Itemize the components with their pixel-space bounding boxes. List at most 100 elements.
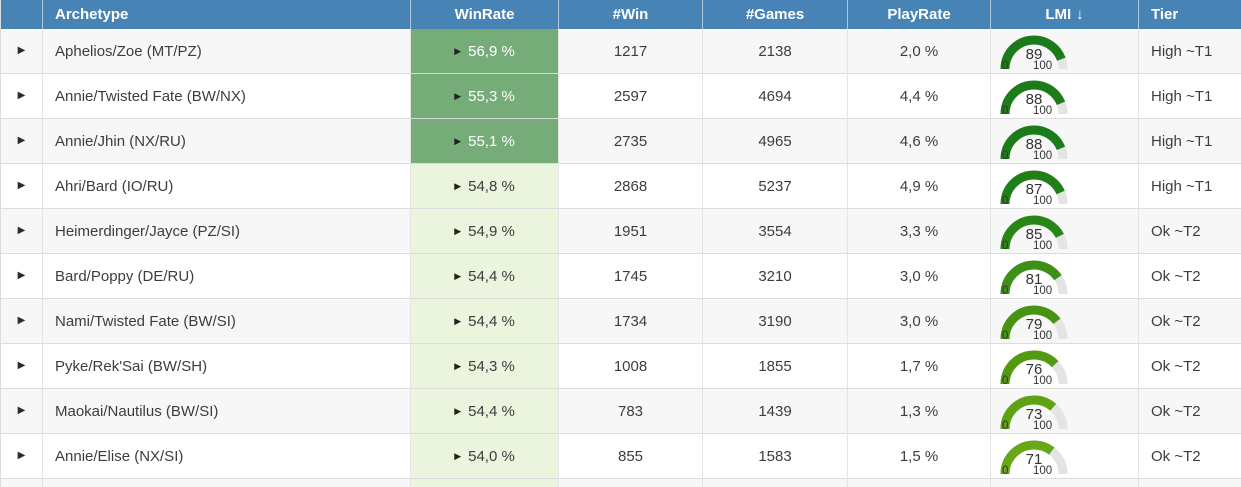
wins-value: 1745 xyxy=(613,267,648,285)
playrate-cell: 1,3 % xyxy=(848,389,991,433)
header-archetype[interactable]: Archetype xyxy=(43,0,411,29)
games-value: 1439 xyxy=(758,402,792,420)
tier-value: Ok ~T2 xyxy=(1151,312,1201,330)
header-playrate[interactable]: PlayRate xyxy=(848,0,991,29)
lmi-gauge-arc xyxy=(1000,80,1068,114)
winrate-cell: ▶ 54,4 % xyxy=(411,299,559,343)
tier-value: Ok ~T2 xyxy=(1151,402,1201,420)
games-cell: 1855 xyxy=(703,344,848,388)
winrate-value: 54,0 % xyxy=(468,447,515,465)
lmi-value: 81 xyxy=(1025,270,1043,288)
tier-cell: Ok ~T2 xyxy=(1139,434,1241,478)
expand-cell: ▶ xyxy=(1,344,43,388)
expand-row-icon[interactable]: ▶ xyxy=(17,360,26,371)
winrate-trend-icon: ▶ xyxy=(454,45,462,56)
playrate-value: 4,4 % xyxy=(899,87,939,105)
wins-value: 1008 xyxy=(613,357,648,375)
tier-cell: High ~T1 xyxy=(1139,74,1241,118)
table-row[interactable]: ▶ Heimerdinger/Jayce (PZ/SI) ▶ 54,9 % 19… xyxy=(1,209,1241,254)
expand-row-icon[interactable]: ▶ xyxy=(17,90,26,101)
wins-cell: 1734 xyxy=(559,299,703,343)
winrate-trend-icon: ▶ xyxy=(454,270,462,281)
table-row[interactable]: ▶ Annie/Twisted Fate (BW/NX) ▶ 55,3 % 25… xyxy=(1,74,1241,119)
winrate-trend-icon: ▶ xyxy=(454,360,462,371)
gauge-max-label: 100 xyxy=(1033,194,1053,207)
wins-cell: 2597 xyxy=(559,74,703,118)
gauge-min-label: 0 xyxy=(1002,329,1009,342)
archetype-name: Annie/Jhin (NX/RU) xyxy=(55,132,186,150)
games-value: 2138 xyxy=(758,42,792,60)
lmi-value: 73 xyxy=(1025,405,1043,423)
expand-cell: ▶ xyxy=(1,74,43,118)
games-cell: 4694 xyxy=(703,74,848,118)
winrate-cell: ▶ 55,3 % xyxy=(411,74,559,118)
winrate-trend-icon: ▶ xyxy=(454,405,462,416)
lmi-cell: 88 0 100 xyxy=(991,74,1139,118)
table-row[interactable]: ▶ Aphelios/Zoe (MT/PZ) ▶ 56,9 % 1217 213… xyxy=(1,29,1241,74)
playrate-value: 2,0 % xyxy=(899,42,939,60)
expand-row-icon[interactable]: ▶ xyxy=(17,45,26,56)
tier-value: High ~T1 xyxy=(1151,132,1213,150)
gauge-min-label: 0 xyxy=(1002,284,1009,297)
table-row[interactable]: ▶ Bard/Poppy (DE/RU) ▶ 54,4 % 1745 3210 … xyxy=(1,254,1241,299)
expand-row-icon[interactable]: ▶ xyxy=(17,225,26,236)
header-games[interactable]: #Games xyxy=(703,0,848,29)
sort-descending-icon: ↓ xyxy=(1076,6,1084,23)
winrate-value: 54,4 % xyxy=(468,267,515,285)
wins-value: 1217 xyxy=(613,42,648,60)
lmi-gauge-arc xyxy=(1000,350,1068,384)
table-row[interactable]: ▶ Pyke/Rek'Sai (BW/SH) ▶ 54,3 % 1008 185… xyxy=(1,344,1241,389)
gauge-max-label: 100 xyxy=(1033,239,1053,252)
header-wins-label: #Win xyxy=(612,6,649,23)
expand-row-icon[interactable]: ▶ xyxy=(17,180,26,191)
lmi-value: 85 xyxy=(1025,225,1043,243)
winrate-value: 55,3 % xyxy=(468,87,515,105)
table-row[interactable]: ▶ Annie/Elise (NX/SI) ▶ 54,0 % 855 1583 … xyxy=(1,434,1241,479)
lmi-gauge: 89 0 100 xyxy=(999,29,1069,73)
header-tier[interactable]: Tier xyxy=(1139,0,1241,29)
playrate-value: 1,7 % xyxy=(899,357,939,375)
table-row[interactable]: ▶ Maokai/Nautilus (BW/SI) ▶ 54,4 % 783 1… xyxy=(1,389,1241,434)
playrate-cell: 2,0 % xyxy=(848,29,991,73)
table-row[interactable]: ▶ Ahri/Bard (IO/RU) ▶ 54,8 % 2868 5237 4… xyxy=(1,164,1241,209)
tier-value: Ok ~T2 xyxy=(1151,222,1201,240)
lmi-gauge-svg xyxy=(1000,440,1068,474)
gauge-min-label: 0 xyxy=(1002,419,1009,432)
archetype-cell xyxy=(43,479,411,487)
header-lmi[interactable]: LMI ↓ xyxy=(991,0,1139,29)
expand-cell: ▶ xyxy=(1,119,43,163)
expand-row-icon[interactable]: ▶ xyxy=(17,270,26,281)
winrate-trend-icon: ▶ xyxy=(454,225,462,236)
lmi-gauge-svg xyxy=(1000,170,1068,204)
winrate-cell: ▶ 54,8 % xyxy=(411,164,559,208)
expand-cell xyxy=(1,479,43,487)
lmi-cell: 81 0 100 xyxy=(991,254,1139,298)
games-cell: 3554 xyxy=(703,209,848,253)
lmi-value: 79 xyxy=(1025,315,1043,333)
header-winrate[interactable]: WinRate xyxy=(411,0,559,29)
games-cell: 4965 xyxy=(703,119,848,163)
table-row[interactable]: ▶ Nami/Twisted Fate (BW/SI) ▶ 54,4 % 173… xyxy=(1,299,1241,344)
wins-cell: 783 xyxy=(559,389,703,433)
expand-row-icon[interactable]: ▶ xyxy=(17,450,26,461)
archetype-name: Pyke/Rek'Sai (BW/SH) xyxy=(55,357,208,375)
lmi-cell: 88 0 100 xyxy=(991,119,1139,163)
games-value: 1855 xyxy=(758,357,792,375)
header-expand-column xyxy=(1,0,43,29)
expand-row-icon[interactable]: ▶ xyxy=(17,315,26,326)
table-row[interactable]: ▶ Annie/Jhin (NX/RU) ▶ 55,1 % 2735 4965 … xyxy=(1,119,1241,164)
expand-row-icon[interactable]: ▶ xyxy=(17,135,26,146)
winrate-cell: ▶ 54,4 % xyxy=(411,254,559,298)
archetype-name: Bard/Poppy (DE/RU) xyxy=(55,267,195,285)
playrate-cell: 1,5 % xyxy=(848,434,991,478)
lmi-gauge-arc xyxy=(1000,260,1068,294)
header-wins[interactable]: #Win xyxy=(559,0,703,29)
archetype-name: Nami/Twisted Fate (BW/SI) xyxy=(55,312,236,330)
games-cell: 3190 xyxy=(703,299,848,343)
table-body: ▶ Aphelios/Zoe (MT/PZ) ▶ 56,9 % 1217 213… xyxy=(1,29,1241,479)
expand-row-icon[interactable]: ▶ xyxy=(17,405,26,416)
wins-value: 1951 xyxy=(613,222,648,240)
games-value: 5237 xyxy=(758,177,792,195)
lmi-gauge: 76 0 100 xyxy=(999,344,1069,388)
wins-value: 2868 xyxy=(613,177,648,195)
